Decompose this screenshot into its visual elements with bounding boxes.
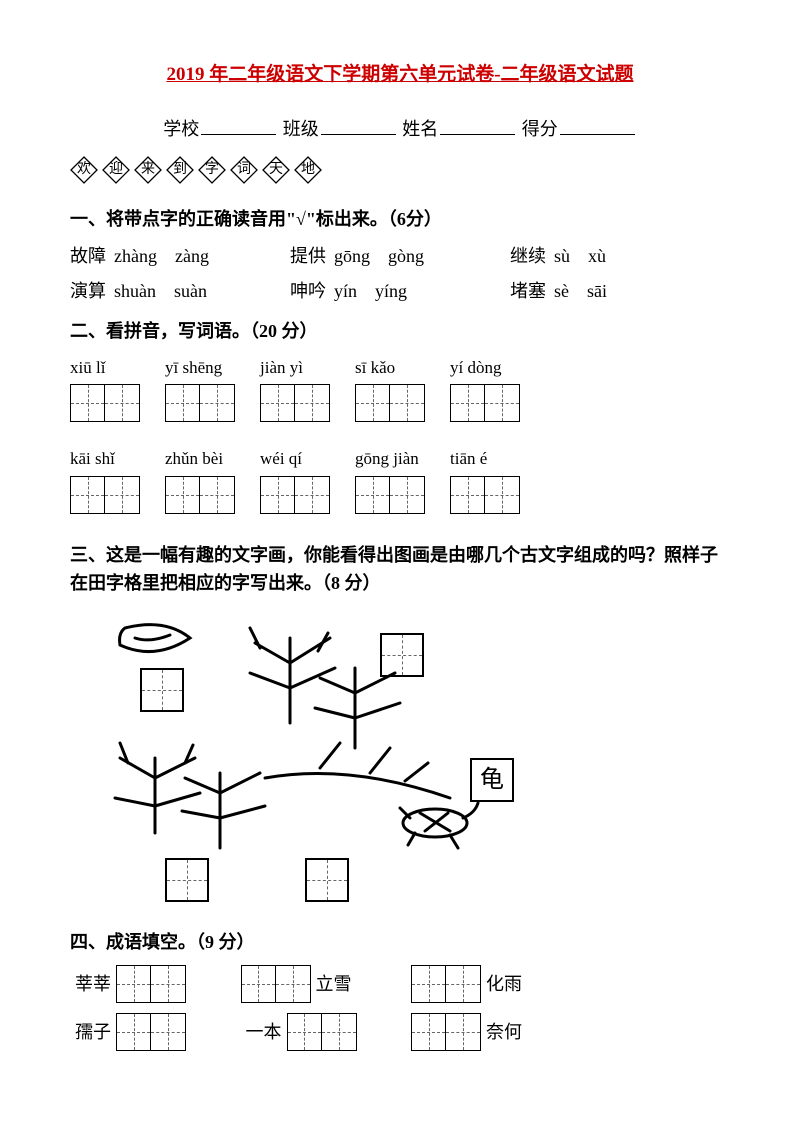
pinyin-label: tiān é — [450, 445, 520, 472]
q4-row-1: 莘莘 立雪 化雨 — [70, 965, 730, 1003]
diamond-char: 天 — [262, 156, 290, 184]
word-group: yī shēng — [165, 354, 235, 422]
word-group: yí dòng — [450, 354, 520, 422]
idiom-blanks[interactable] — [116, 1013, 186, 1051]
word-group: jiàn yì — [260, 354, 330, 422]
idiom-blanks[interactable] — [116, 965, 186, 1003]
diamond-char: 欢 — [70, 156, 98, 184]
pinyin-label: sī kǎo — [355, 354, 425, 381]
q1-row: 故障zhàngzàng提供gōnggòng继续sùxù — [70, 242, 730, 271]
diamond-char: 来 — [134, 156, 162, 184]
idiom-blanks[interactable] — [411, 965, 481, 1003]
write-box[interactable] — [260, 476, 330, 514]
word-group: xiū lǐ — [70, 354, 140, 422]
pinyin-label: xiū lǐ — [70, 354, 140, 381]
idiom-prefix: 一本 — [246, 1018, 282, 1047]
score-blank[interactable] — [560, 117, 635, 135]
pinyin-label: zhǔn bèi — [165, 445, 235, 472]
name-label: 姓名 — [402, 119, 438, 139]
score-label: 得分 — [522, 119, 558, 139]
write-box[interactable] — [70, 384, 140, 422]
write-box[interactable] — [260, 384, 330, 422]
class-label: 班级 — [283, 119, 319, 139]
word-group: kāi shǐ — [70, 445, 140, 513]
q4-row-2: 孺子 一本 奈何 — [70, 1013, 730, 1051]
idiom-blanks[interactable] — [411, 1013, 481, 1051]
word-group: gōng jiàn — [355, 445, 425, 513]
idiom-prefix: 莘莘 — [75, 970, 111, 999]
student-info-line: 学校 班级 姓名 得分 — [70, 115, 730, 144]
answer-grid-4[interactable] — [305, 858, 349, 902]
q2-row: xiū lǐ yī shēng jiàn yì sī kǎo yí dòng — [70, 354, 730, 437]
write-box[interactable] — [450, 384, 520, 422]
pinyin-choice[interactable]: 堵塞sèsāi — [510, 277, 730, 306]
word-group: tiān é — [450, 445, 520, 513]
pinyin-choice[interactable]: 故障zhàngzàng — [70, 242, 290, 271]
idiom-blanks[interactable] — [287, 1013, 357, 1051]
diamond-char: 到 — [166, 156, 194, 184]
write-box[interactable] — [355, 384, 425, 422]
word-group: zhǔn bèi — [165, 445, 235, 513]
q3-title: 三、这是一幅有趣的文字画，你能看得出图画是由哪几个古文字组成的吗？照样子在田字格… — [70, 541, 730, 599]
pinyin-choice[interactable]: 提供gōnggòng — [290, 242, 510, 271]
exam-title: 2019 年二年级语文下学期第六单元试卷-二年级语文试题 — [70, 60, 730, 90]
pinyin-choice[interactable]: 呻吟yínyíng — [290, 277, 510, 306]
diamond-char: 地 — [294, 156, 322, 184]
word-group: wéi qí — [260, 445, 330, 513]
idiom-suffix: 化雨 — [486, 970, 522, 999]
class-blank[interactable] — [321, 117, 396, 135]
write-box[interactable] — [70, 476, 140, 514]
q1-title: 一、将带点字的正确读音用"√"标出来。（6分） — [70, 205, 730, 234]
school-blank[interactable] — [201, 117, 276, 135]
answer-grid-example: 龟 — [470, 758, 514, 802]
q1-row: 演算shuànsuàn呻吟yínyíng堵塞sèsāi — [70, 277, 730, 306]
answer-grid-3[interactable] — [165, 858, 209, 902]
q4-title: 四、成语填空。（9 分） — [70, 928, 730, 957]
idiom-prefix: 孺子 — [75, 1018, 111, 1047]
ancient-char-picture: 龟 — [90, 613, 550, 913]
pinyin-label: yī shēng — [165, 354, 235, 381]
word-group: sī kǎo — [355, 354, 425, 422]
school-label: 学校 — [163, 119, 199, 139]
answer-grid-1[interactable] — [140, 668, 184, 712]
pinyin-label: kāi shǐ — [70, 445, 140, 472]
idiom-suffix: 立雪 — [316, 970, 352, 999]
pinyin-choice[interactable]: 演算shuànsuàn — [70, 277, 290, 306]
q2-title: 二、看拼音，写词语。（20 分） — [70, 317, 730, 346]
section-banner: 欢迎来到字词天地 — [70, 156, 730, 193]
write-box[interactable] — [165, 476, 235, 514]
write-box[interactable] — [450, 476, 520, 514]
name-blank[interactable] — [440, 117, 515, 135]
diamond-char: 词 — [230, 156, 258, 184]
pinyin-label: gōng jiàn — [355, 445, 425, 472]
q2-row: kāi shǐ zhǔn bèi wéi qí gōng jiàn tiān é — [70, 445, 730, 528]
idiom-blanks[interactable] — [241, 965, 311, 1003]
pinyin-label: yí dòng — [450, 354, 520, 381]
answer-grid-2[interactable] — [380, 633, 424, 677]
pinyin-choice[interactable]: 继续sùxù — [510, 242, 730, 271]
write-box[interactable] — [165, 384, 235, 422]
diamond-char: 迎 — [102, 156, 130, 184]
diamond-char: 字 — [198, 156, 226, 184]
pinyin-label: jiàn yì — [260, 354, 330, 381]
write-box[interactable] — [355, 476, 425, 514]
idiom-suffix: 奈何 — [486, 1018, 522, 1047]
pinyin-label: wéi qí — [260, 445, 330, 472]
